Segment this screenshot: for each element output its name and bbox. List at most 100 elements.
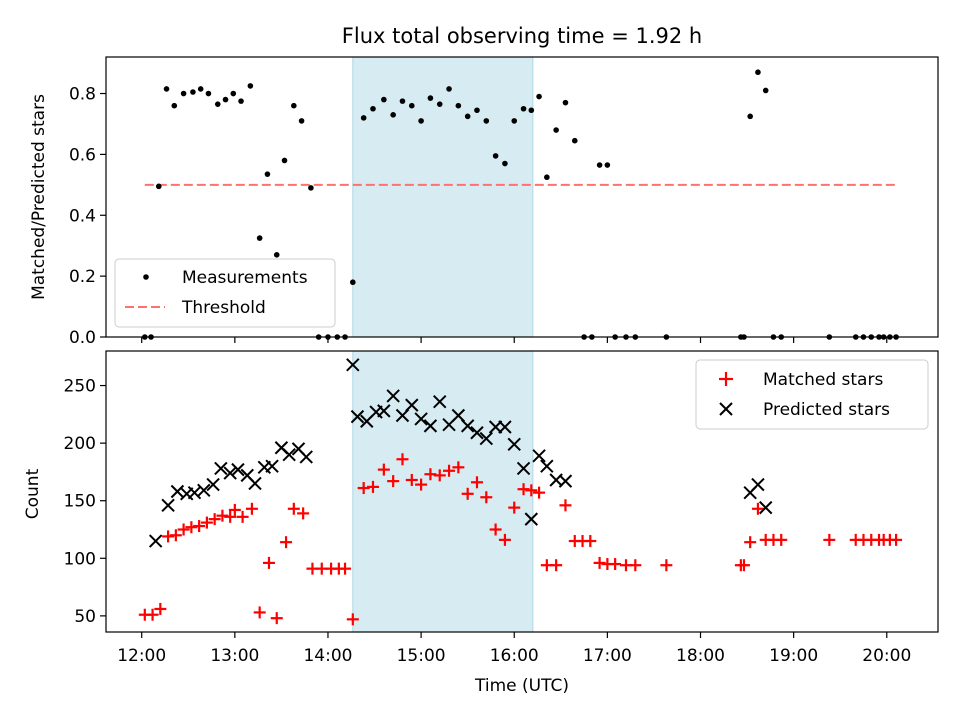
measurement-point — [553, 127, 559, 133]
x-tick-label: 14:00 — [303, 646, 352, 666]
measurement-point — [197, 86, 204, 92]
measurement-point — [427, 95, 434, 101]
matched-star-point — [216, 509, 229, 522]
measurement-point — [273, 252, 280, 258]
predicted-star-point — [524, 512, 539, 526]
matched-star-point — [162, 530, 175, 543]
legend-measurements-marker — [143, 274, 149, 280]
matched-star-point — [366, 480, 379, 493]
top-y-tick-label: 0.4 — [69, 206, 96, 226]
matched-star-point — [357, 482, 370, 495]
matched-star-point — [890, 533, 903, 546]
matched-star-point — [433, 469, 446, 482]
top-y-tick-label: 0.8 — [69, 85, 96, 105]
chart-title: Flux total observing time = 1.92 h — [342, 24, 702, 48]
x-axis-label: Time (UTC) — [474, 676, 569, 696]
measurement-point — [205, 90, 212, 97]
predicted-star-point — [148, 534, 163, 548]
matched-star-point — [443, 464, 456, 477]
matched-star-point — [533, 486, 546, 499]
bottom-y-tick-label: 150 — [64, 492, 96, 512]
matched-star-point — [415, 478, 428, 491]
predicted-star-point — [751, 477, 765, 492]
measurement-point — [536, 93, 542, 100]
matched-star-point — [508, 501, 521, 514]
measurement-point — [163, 86, 170, 92]
x-tick-label: 17:00 — [583, 646, 632, 666]
measurement-point — [390, 112, 396, 118]
matched-star-point — [387, 475, 400, 488]
predicted-star-point — [206, 477, 220, 492]
predicted-star-point — [265, 459, 279, 473]
matched-star-point — [339, 562, 352, 575]
measurement-point — [264, 171, 271, 177]
legend-measurements-label: Measurements — [182, 268, 308, 288]
x-tick-label: 20:00 — [862, 646, 911, 666]
measurement-point — [436, 101, 443, 107]
measurement-point — [408, 102, 415, 109]
matched-star-point — [297, 507, 310, 520]
matched-star-point — [470, 476, 483, 489]
measurement-point — [464, 113, 471, 120]
matched-star-point — [396, 453, 409, 466]
top-panel: 0.00.20.40.60.8 Matched/Predicted stars … — [29, 56, 939, 348]
measurement-point — [492, 153, 499, 159]
measurement-point — [399, 98, 406, 104]
measurement-point — [604, 162, 611, 168]
measurement-point — [762, 87, 769, 94]
legend-matched-marker — [719, 372, 733, 386]
matched-star-point — [208, 513, 221, 526]
bottom-y-axis-label: Count — [23, 468, 43, 519]
matched-star-point — [737, 559, 750, 572]
measurement-point — [562, 99, 569, 106]
top-y-tick-label: 0.0 — [69, 328, 96, 348]
measurement-point — [230, 90, 237, 97]
predicted-star-point — [423, 419, 438, 433]
matched-star-point — [489, 523, 502, 536]
predicted-star-point — [414, 412, 428, 426]
matched-star-point — [177, 523, 190, 536]
measurement-point — [474, 107, 480, 114]
legend-threshold-label: Threshold — [181, 298, 266, 318]
matched-star-point — [559, 499, 572, 512]
measurement-point — [298, 118, 305, 124]
measurement-point — [247, 83, 254, 89]
predicted-star-point — [498, 420, 512, 434]
matched-star-point — [823, 533, 836, 546]
matched-star-point — [480, 491, 493, 504]
measurement-point — [381, 96, 387, 103]
bottom-panel: 50 100 150 200 250 12:00 13:00 14:00 15:00 16:00… — [23, 350, 939, 696]
matched-star-point — [253, 606, 266, 619]
predicted-star-point — [540, 459, 554, 473]
matched-star-point — [629, 559, 642, 572]
measurement-point — [528, 107, 535, 114]
measurement-point — [520, 105, 527, 112]
measurement-point — [291, 102, 297, 109]
top-highlight-span — [352, 56, 534, 338]
matched-star-point — [228, 503, 241, 516]
measurement-point — [511, 118, 518, 124]
x-tick-label: 16:00 — [490, 646, 539, 666]
bottom-legend: Matched stars Predicted stars — [695, 359, 929, 430]
measurement-point — [571, 137, 578, 144]
predicted-star-point — [223, 466, 237, 480]
matched-star-point — [584, 535, 597, 548]
predicted-star-point — [405, 398, 419, 412]
predicted-star-point — [479, 431, 494, 446]
matched-star-point — [550, 559, 563, 572]
measurement-point — [308, 185, 314, 191]
matched-star-point — [452, 461, 465, 474]
predicted-star-point — [346, 358, 360, 372]
matched-star-point — [245, 502, 258, 515]
bottom-y-tick-label: 50 — [74, 607, 96, 627]
top-legend-box — [114, 258, 336, 328]
predicted-star-point — [758, 500, 773, 515]
measurement-point — [418, 118, 424, 124]
predicted-star-point — [433, 394, 447, 409]
x-tick-label: 19:00 — [769, 646, 818, 666]
top-y-axis-label: Matched/Predicted stars — [29, 94, 49, 300]
matched-star-point — [262, 556, 275, 569]
measurement-point — [222, 96, 229, 103]
legend-predicted-label: Predicted stars — [763, 400, 890, 420]
